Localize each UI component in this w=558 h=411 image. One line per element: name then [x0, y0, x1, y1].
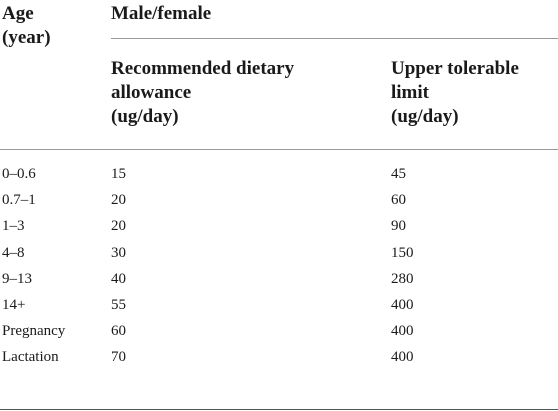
rda-cell: 70	[111, 349, 126, 366]
ul-column-header: Upper tolerable limit (ug/day)	[391, 58, 519, 127]
table-row: Lactation 70 400	[0, 344, 558, 370]
table-row: 0–0.6 15 45	[0, 161, 558, 187]
group-column-header: Male/female	[111, 3, 212, 24]
age-cell: 4–8	[2, 244, 25, 261]
table-row: Pregnancy 60 400	[0, 318, 558, 344]
ul-cell: 400	[391, 297, 414, 313]
age-cell: Lactation	[2, 349, 59, 366]
ul-cell: 60	[391, 192, 406, 209]
rda-cell: 20	[111, 218, 126, 235]
age-cell: Pregnancy	[2, 323, 66, 340]
table-row: 9–13 40 280	[0, 266, 558, 292]
ul-cell: 90	[391, 218, 406, 235]
ul-cell: 400	[391, 349, 414, 366]
group-header-divider	[111, 38, 558, 39]
table-row: 1–3 20 90	[0, 213, 558, 239]
rda-column-header: Recommended dietary allowance (ug/day)	[111, 58, 295, 127]
table-row: 4–8 30 150	[0, 240, 558, 266]
age-cell: 14+	[2, 297, 26, 313]
rda-cell: 15	[111, 166, 126, 182]
table-row: 14+ 55 400	[0, 292, 558, 318]
rda-cell: 40	[111, 270, 126, 287]
rda-cell: 20	[111, 192, 126, 209]
rda-cell: 60	[111, 323, 126, 340]
age-column-header: Age (year)	[2, 3, 51, 48]
rda-cell: 55	[111, 297, 126, 313]
ul-cell: 280	[391, 270, 414, 287]
header-divider	[0, 149, 558, 150]
age-cell: 1–3	[2, 218, 25, 235]
ul-cell: 400	[391, 323, 414, 340]
table-bottom-rule	[0, 409, 558, 410]
table-row: 0.7–1 20 60	[0, 187, 558, 213]
age-cell: 9–13	[2, 270, 32, 287]
ul-cell: 45	[391, 166, 406, 182]
ul-cell: 150	[391, 244, 414, 261]
rda-cell: 30	[111, 244, 126, 261]
age-cell: 0–0.6	[2, 166, 36, 182]
age-cell: 0.7–1	[2, 192, 36, 209]
